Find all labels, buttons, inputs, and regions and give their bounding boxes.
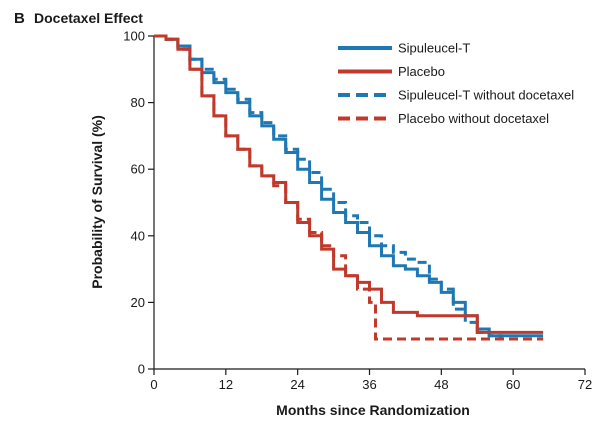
y-tick-label: 40 [131, 228, 145, 243]
legend-label-sipuleucel-t: Sipuleucel-T [398, 41, 470, 56]
legend-label-placebo: Placebo [398, 64, 445, 79]
series-line-sipuleucel-t-without-docetaxel [154, 34, 544, 341]
y-tick-label: 100 [123, 29, 145, 44]
series-line-sipuleucel-t [154, 34, 544, 338]
x-tick-label: 12 [219, 377, 233, 392]
legend-label-placebo-without-docetaxel: Placebo without docetaxel [398, 111, 549, 126]
y-tick-label: 20 [131, 295, 145, 310]
x-tick-label: 24 [290, 377, 304, 392]
series-line-placebo-without-docetaxel [154, 34, 544, 341]
panel-title: Docetaxel Effect [34, 10, 143, 26]
y-axis-title: Probability of Survival (%) [89, 115, 105, 288]
x-tick-label: 48 [434, 377, 448, 392]
x-tick-label: 36 [362, 377, 376, 392]
x-tick-label: 0 [150, 377, 157, 392]
y-tick-label: 60 [131, 162, 145, 177]
legend: Sipuleucel-T Placebo Sipuleucel-T without … [338, 41, 574, 126]
x-tick-label: 60 [506, 377, 520, 392]
panel-letter: B [14, 10, 25, 27]
y-tick-label: 0 [138, 362, 145, 377]
x-tick-label: 72 [578, 377, 592, 392]
x-axis-title: Months since Randomization [276, 402, 470, 418]
axis-ticks: 0 12 24 36 48 60 72 0 20 40 60 80 100 [123, 29, 592, 393]
series-layer [154, 34, 544, 341]
y-tick-label: 80 [131, 95, 145, 110]
series-line-placebo [154, 34, 544, 334]
legend-label-sipuleucel-t-without-docetaxel: Sipuleucel-T without docetaxel [398, 88, 574, 103]
